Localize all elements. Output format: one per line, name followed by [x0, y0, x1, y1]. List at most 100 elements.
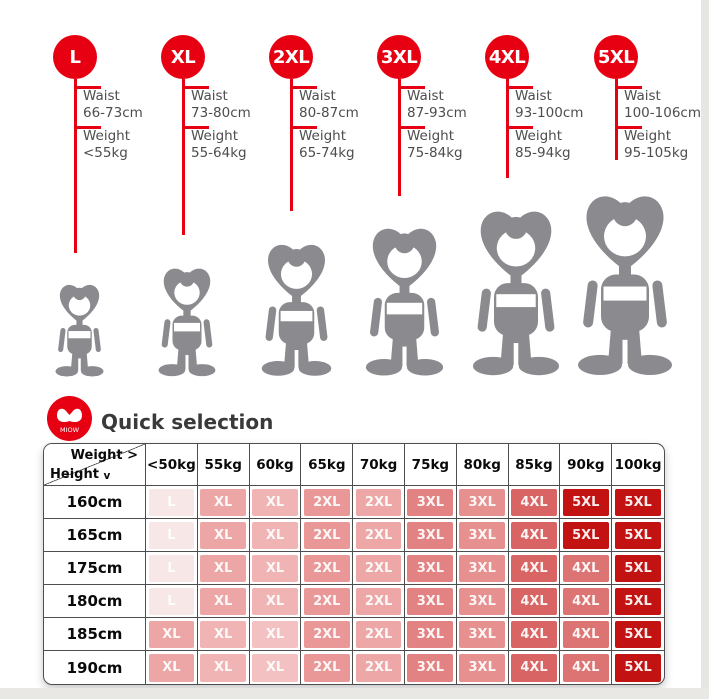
size-cell-block: 3XL [407, 653, 454, 682]
weight-header-cell: 100kg [612, 444, 664, 486]
waist-spec: Waist 100-106cm [624, 88, 701, 122]
size-pointer-line [289, 79, 293, 211]
size-cell-block: 2XL [303, 488, 350, 516]
size-cell: 3XL [404, 486, 457, 519]
size-cell-block: 2XL [355, 620, 402, 648]
size-cell: 5XL [612, 519, 664, 552]
size-cell: 5XL [560, 486, 613, 519]
size-cell: XL [146, 618, 198, 651]
size-cell-block: 5XL [614, 554, 662, 582]
weight-value: 65-74kg [299, 145, 355, 161]
height-cell: 160cm [44, 486, 146, 519]
size-cell: 4XL [560, 585, 613, 618]
size-cell-block: 5XL [614, 587, 662, 615]
size-cell: 5XL [612, 585, 664, 618]
size-cell: 2XL [353, 651, 405, 684]
waist-label: Waist [624, 88, 661, 104]
weight-header-cell: 70kg [353, 444, 405, 486]
size-cell: XL [198, 651, 250, 684]
size-cell-block: 3XL [407, 521, 454, 549]
weight-spec: Weight 85-94kg [515, 128, 571, 162]
weight-header-cell: 60kg [249, 444, 302, 486]
mascot-figure-2XL [261, 238, 332, 382]
size-badge-5XL: 5XL [594, 35, 638, 79]
waist-spec: Waist 93-100cm [515, 88, 583, 122]
size-cell-block: XL [252, 521, 298, 549]
weight-value: 95-105kg [624, 145, 689, 161]
weight-spec: Weight <55kg [83, 128, 130, 162]
size-cell: XL [146, 651, 198, 684]
size-cell: XL [197, 552, 250, 585]
size-cell-block: L [148, 521, 195, 549]
height-cell: 165cm [44, 519, 146, 552]
size-cell-block: XL [148, 620, 195, 648]
waist-value: 80-87cm [299, 105, 359, 121]
weight-label: Weight [191, 128, 239, 144]
size-cell: 2XL [301, 585, 354, 618]
size-cell: 3XL [456, 585, 509, 618]
size-cell-block: XL [252, 488, 298, 516]
size-cell: 3XL [404, 552, 457, 585]
size-badge-2XL: 2XL [269, 35, 313, 79]
size-cell: 3XL [456, 486, 509, 519]
size-cell: 3XL [405, 651, 457, 684]
weight-value: 55-64kg [191, 145, 247, 161]
size-cell: 4XL [508, 519, 561, 552]
waist-spec: Waist 87-93cm [407, 88, 467, 122]
size-cell-block: XL [252, 554, 298, 582]
size-cell-block: 2XL [303, 554, 350, 582]
size-badge-3XL: 3XL [377, 35, 421, 79]
mascot-figure-L [55, 280, 104, 382]
size-cell-block: 3XL [459, 521, 506, 549]
size-cell-block: 2XL [355, 521, 402, 549]
waist-label: Waist [299, 88, 336, 104]
size-cell: 4XL [508, 486, 561, 519]
size-cell: 4XL [508, 618, 561, 651]
size-pointer-line [397, 79, 401, 196]
weight-spec: Weight 95-105kg [624, 128, 688, 162]
size-cell: 2XL [353, 552, 405, 585]
waist-label: Waist [407, 88, 444, 104]
mascot-figure-4XL [472, 203, 560, 382]
size-cell-block: XL [252, 653, 298, 682]
waist-tick [506, 86, 533, 89]
size-cell-block: 2XL [303, 620, 350, 648]
weight-header-cell: 85kg [508, 444, 561, 486]
size-cell-block: 2XL [355, 554, 402, 582]
height-cell: 180cm [44, 585, 146, 618]
weight-spec: Weight 55-64kg [191, 128, 247, 162]
size-cell: 3XL [457, 651, 509, 684]
size-cell: 3XL [404, 585, 457, 618]
mascot-figure-5XL [577, 187, 673, 382]
size-cell-block: XL [200, 653, 247, 682]
size-cell: XL [197, 585, 250, 618]
waist-value: 66-73cm [83, 105, 143, 121]
size-cell-block: L [148, 587, 195, 615]
size-cell: XL [250, 651, 302, 684]
weight-header-cell: 65kg [301, 444, 354, 486]
size-cell: XL [197, 486, 250, 519]
size-cell: 5XL [612, 618, 664, 651]
table-corner-cell: Weight > Height v [44, 444, 146, 486]
weight-header-cell: 55kg [197, 444, 250, 486]
size-cell-block: 2XL [303, 587, 350, 615]
weight-header-cell: 80kg [456, 444, 509, 486]
size-cell-block: 5XL [614, 521, 662, 549]
size-cell-block: 2XL [355, 587, 402, 615]
weight-label: Weight [515, 128, 563, 144]
size-pointer-line [73, 79, 77, 253]
chevron-down-icon: v [103, 470, 111, 482]
brand-logo: MIOW [47, 396, 92, 441]
height-cell: 185cm [44, 618, 146, 651]
size-cell: XL [249, 585, 302, 618]
size-cell-block: XL [200, 620, 247, 648]
size-cell-block: 2XL [355, 653, 402, 682]
size-cell-block: 3XL [459, 488, 506, 516]
weight-tick [74, 126, 101, 129]
size-cell-block: 3XL [459, 554, 506, 582]
size-cell: XL [249, 519, 302, 552]
size-cell: L [146, 519, 198, 552]
waist-tick [74, 86, 101, 89]
corner-weight-label: Weight > [70, 448, 138, 463]
size-cell: 4XL [508, 585, 561, 618]
